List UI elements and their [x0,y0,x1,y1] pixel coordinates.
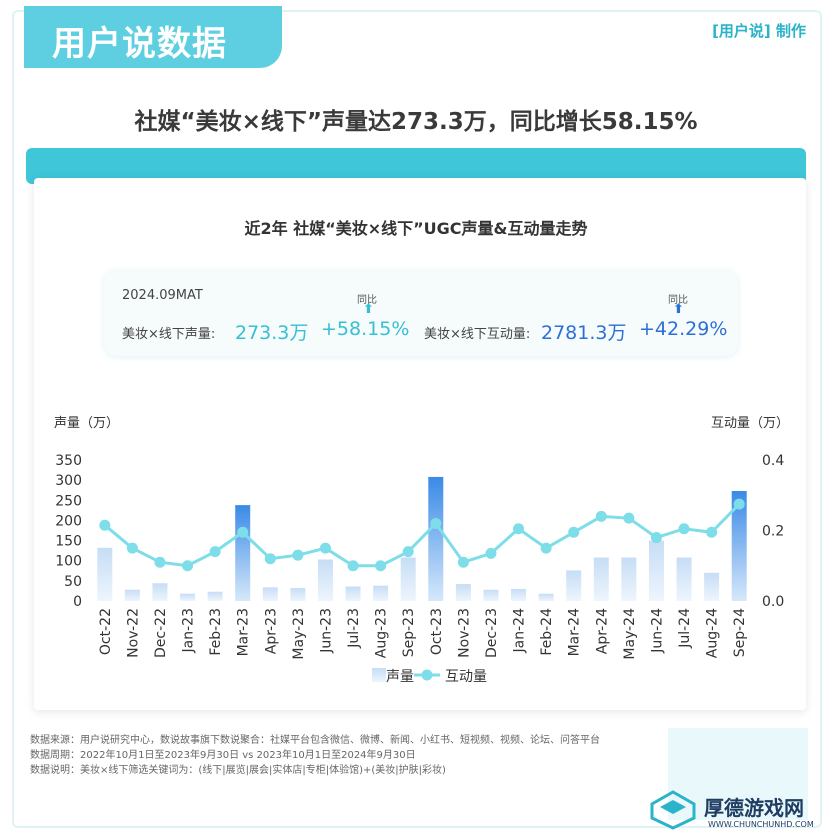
kpi-volume-label: 美妆×线下声量: [122,327,216,342]
headline: 社媒“美妆×线下”声量达273.3万，同比增长58.15% [134,109,698,135]
period-line: 数据周期：2022年10月1日至2023年9月30日 vs 2023年10月1日… [30,750,416,761]
up-arrow-icon: ⬆ [673,302,684,317]
watermark-logo-icon [650,790,696,830]
maker-label: [用户说] 制作 [712,22,806,40]
kpi-panel [104,270,738,356]
right-axis-title: 互动量（万） [711,416,790,431]
kpi-period: 2024.09MAT [122,288,203,303]
left-axis-title: 声量（万） [54,416,120,431]
watermark-url: WWW.CHUNCHUNHD.COM [708,820,814,829]
up-arrow-icon: ⬆ [363,302,374,317]
kpi-volume-yoy: +58.15% [321,318,410,340]
kpi-volume-yoy-caption: 同比 [357,295,377,306]
chart-title: 近2年 社媒“美妆×线下”UGC声量&互动量走势 [244,219,588,238]
kpi-volume-value: 273.3万 [235,322,309,344]
source-line: 数据来源：用户说研究中心，数说故事旗下数说聚合：社媒平台包含微信、微博、新闻、小… [30,735,600,746]
brand-title: 用户说数据 [24,6,282,68]
kpi-interaction-yoy: +42.29% [639,318,728,340]
watermark-text: 厚德游戏网 [704,796,804,820]
corner-decoration [668,728,808,820]
chart-card [34,178,806,710]
kpi-interaction-value: 2781.3万 [541,322,627,344]
kpi-interaction-label: 美妆×线下互动量: [424,327,531,342]
page-border [12,10,822,828]
kpi-interaction-yoy-caption: 同比 [668,295,688,306]
note-line: 数据说明：美妆×线下筛选关键词为：(线下|展览|展会|实体店|专柜|体验馆)+(… [30,765,446,776]
